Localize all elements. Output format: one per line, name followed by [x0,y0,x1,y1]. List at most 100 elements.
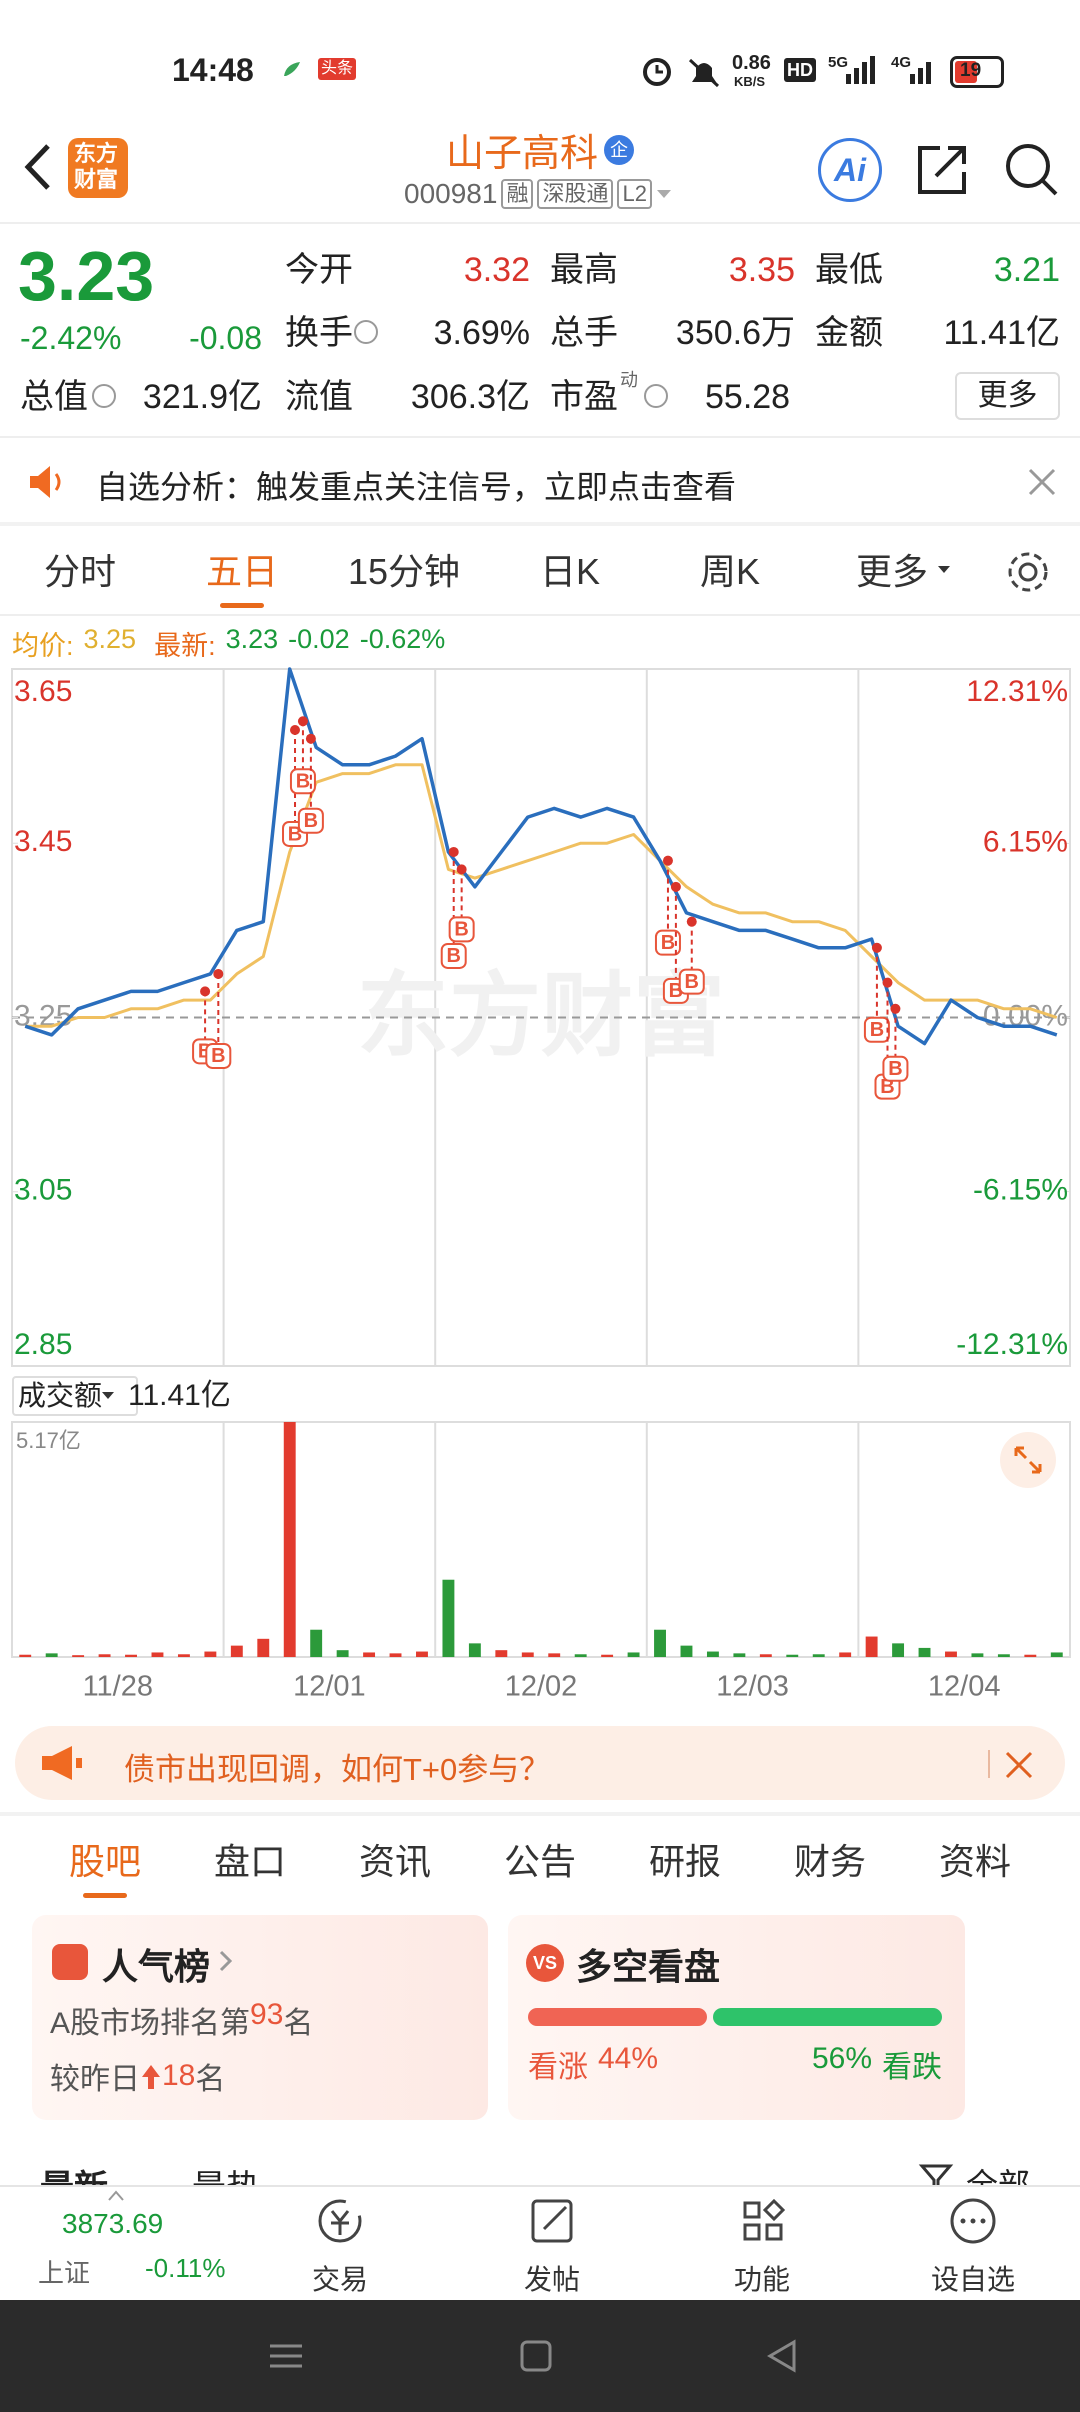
close-button[interactable] [1002,1748,1036,1782]
nav-item[interactable]: 发帖 [523,2264,581,2295]
signal-label: B [296,771,310,793]
signal-badge [192,1038,219,1065]
watermark: 东方财富 [357,966,725,1068]
index-name[interactable]: 上证 [38,2258,91,2288]
up-arrow [142,2065,160,2089]
signal-dot [670,881,681,892]
signal-dot [456,864,467,875]
volume-bar [495,1650,508,1657]
info-icon[interactable] [354,320,378,344]
change: -0.08 [189,320,262,356]
volume-bar [442,1579,455,1657]
dropdown-caret [938,566,950,573]
nav-item[interactable]: 设自选 [930,2264,1016,2295]
settings-button[interactable] [1004,548,1052,596]
stock-code: 000981 [404,178,498,209]
volume-bar [812,1654,825,1657]
volume-bar [680,1645,693,1657]
bear-bar [713,2008,942,2026]
status-icon [284,62,300,76]
signal-dot [200,986,211,997]
volume-bar [574,1654,587,1657]
divider [0,222,1080,224]
field-label: 总值 [20,378,88,416]
up-caret [108,2190,124,2201]
tag: 深股通 [537,179,614,209]
battery-text: 19 [960,60,982,81]
legend-value: -0.62% [359,624,446,654]
share-button[interactable] [912,140,972,200]
back-button[interactable] [18,140,58,194]
y2-tick-label: 6.15% [983,825,1068,858]
chart-tab[interactable]: 五日 [205,551,279,608]
field-value: 55.28 [705,378,791,416]
ad-banner[interactable] [15,1726,1065,1800]
ad-text[interactable]: 债市出现回调，如何T+0参与？ [124,1752,551,1787]
chart-tab[interactable]: 日K [539,551,601,592]
status-time: 14:48 [172,52,254,88]
status-badge: 头条 [318,58,357,80]
system-nav-icons[interactable] [0,2300,1080,2412]
index-value[interactable]: 3873.69 [62,2208,164,2239]
field-label: 最高 [550,251,618,289]
badge: 企 [604,134,634,165]
chart-tab[interactable]: 15分钟 [347,551,461,592]
y-tick-label: 2.85 [14,1328,72,1361]
volume-selector[interactable]: 成交额 [12,1376,139,1416]
popularity-card[interactable] [32,1915,488,2120]
chart-tab[interactable]: 周K [699,551,761,592]
signal-label: B [661,932,675,954]
info-tab[interactable]: 资料 [938,1841,1012,1882]
signal-dot [297,716,308,727]
bull-bar [528,2008,708,2026]
expand-icon [1014,1446,1042,1474]
signal-label: B [454,919,468,941]
signal-dot [448,846,459,857]
volume-bar [892,1643,905,1657]
bull-value: 44% [598,2042,659,2075]
y-tick-label: 3.25 [14,999,72,1032]
signal-dot [871,942,882,953]
info-tab[interactable]: 盘口 [213,1841,287,1882]
net-type: 5G [828,54,849,71]
volume-bar [72,1655,85,1657]
ai-button[interactable]: Ai [818,138,882,202]
close-button[interactable] [1024,464,1060,500]
more-button[interactable]: 更多 [955,372,1060,420]
volume-bar [1024,1654,1037,1657]
signal-badge [297,807,324,834]
volume-tick-label: 5.17亿 [16,1428,81,1453]
info-tab[interactable]: 财务 [793,1841,867,1882]
y2-tick-label: 0.00% [983,999,1068,1032]
bottom-nav [0,2185,1080,2302]
chart-tab[interactable]: 更多 [855,551,929,592]
volume-bar [865,1636,878,1657]
notice-text[interactable]: 自选分析：触发重点关注信号，立即点击查看 [96,469,737,505]
battery [950,56,1004,88]
signal-badge [205,1042,232,1069]
rank-change: 18 [162,2059,196,2092]
dropdown-caret[interactable] [652,184,676,204]
signal-label: B [211,1045,225,1067]
nav-item[interactable]: 功能 [733,2264,791,2295]
info-icon[interactable] [644,384,668,408]
volume-bar [336,1650,349,1657]
speaker-icon [30,466,61,498]
info-tab[interactable]: 研报 [648,1841,722,1882]
search-button[interactable] [1002,140,1062,200]
code-row: 000981 融 深股通 L2 [0,178,1080,210]
stock-name: 山子高科 [445,133,598,175]
nav-item[interactable]: 交易 [311,2264,369,2295]
info-tab[interactable]: 股吧 [68,1841,142,1898]
volume-bar [283,1422,296,1657]
field-label: 流值 [285,378,353,416]
signal-dot [890,1003,901,1014]
info-tab[interactable]: 资讯 [358,1841,432,1882]
chart-tab[interactable]: 分时 [43,551,117,592]
legend-value: -0.02 [288,624,350,654]
chevron [219,1950,233,1972]
y2-tick-label: 12.31% [966,675,1068,708]
info-tab[interactable]: 公告 [503,1841,577,1882]
index-change[interactable]: -0.11% [145,2253,226,2283]
info-icon[interactable] [92,384,116,408]
